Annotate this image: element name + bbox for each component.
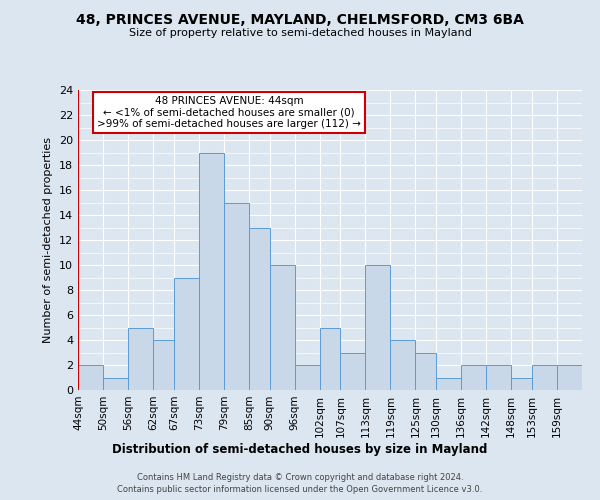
Text: 48 PRINCES AVENUE: 44sqm
← <1% of semi-detached houses are smaller (0)
>99% of s: 48 PRINCES AVENUE: 44sqm ← <1% of semi-d… xyxy=(97,96,361,129)
Bar xyxy=(320,328,340,390)
Bar xyxy=(153,340,174,390)
Bar xyxy=(486,365,511,390)
Bar xyxy=(295,365,320,390)
Bar xyxy=(391,340,415,390)
Text: Contains public sector information licensed under the Open Government Licence v3: Contains public sector information licen… xyxy=(118,485,482,494)
Text: 48, PRINCES AVENUE, MAYLAND, CHELMSFORD, CM3 6BA: 48, PRINCES AVENUE, MAYLAND, CHELMSFORD,… xyxy=(76,12,524,26)
Bar xyxy=(415,352,436,390)
Y-axis label: Number of semi-detached properties: Number of semi-detached properties xyxy=(43,137,53,343)
Bar xyxy=(128,328,153,390)
Text: Contains HM Land Registry data © Crown copyright and database right 2024.: Contains HM Land Registry data © Crown c… xyxy=(137,472,463,482)
Bar xyxy=(224,202,249,390)
Bar xyxy=(461,365,486,390)
Bar xyxy=(249,228,269,390)
Text: Size of property relative to semi-detached houses in Mayland: Size of property relative to semi-detach… xyxy=(128,28,472,38)
Bar xyxy=(269,265,295,390)
Bar xyxy=(436,378,461,390)
Bar xyxy=(199,152,224,390)
Bar xyxy=(557,365,582,390)
Bar xyxy=(78,365,103,390)
Bar xyxy=(532,365,557,390)
Bar xyxy=(365,265,391,390)
Bar xyxy=(103,378,128,390)
Bar xyxy=(511,378,532,390)
Text: Distribution of semi-detached houses by size in Mayland: Distribution of semi-detached houses by … xyxy=(112,442,488,456)
Bar xyxy=(340,352,365,390)
Bar xyxy=(174,278,199,390)
